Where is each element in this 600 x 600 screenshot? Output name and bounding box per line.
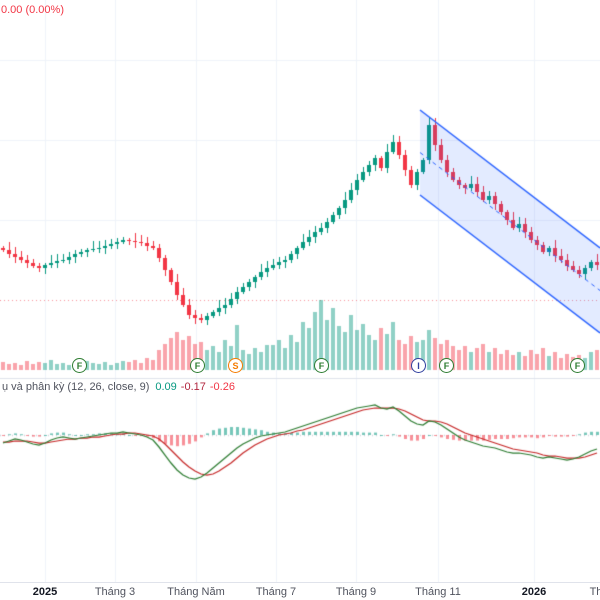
event-marker-f[interactable]: F <box>190 358 205 373</box>
event-marker-f[interactable]: F <box>72 358 87 373</box>
time-axis-label: Tháng 11 <box>415 586 461 598</box>
macd-value: -0.17 <box>180 381 206 393</box>
time-axis-label: Th <box>589 586 600 598</box>
time-axis-label: Tháng 3 <box>94 586 136 598</box>
event-marker-i[interactable]: I <box>411 358 426 373</box>
macd-value: -0.26 <box>209 381 235 393</box>
time-axis-label: Tháng 9 <box>335 586 377 598</box>
macd-indicator-values: 0.09 -0.17 -0.26 <box>155 381 239 394</box>
time-axis-label: 2025 <box>32 586 58 598</box>
macd-indicator-title: ụ và phân kỳ (12, 26, close, 9) <box>2 381 150 393</box>
event-marker-f[interactable]: F <box>570 358 585 373</box>
event-marker-f[interactable]: F <box>314 358 329 373</box>
time-axis[interactable]: 2025 Tháng 3 Tháng Năm Tháng 7 Tháng 9 Tháng … <box>0 582 600 600</box>
macd-indicator-row[interactable]: ụ và phân kỳ (12, 26, close, 9) 0.09 -0.1… <box>2 381 239 394</box>
event-marker-f[interactable]: F <box>439 358 454 373</box>
time-axis-label: Tháng 7 <box>255 586 297 598</box>
macd-value: 0.09 <box>155 381 177 393</box>
ticker-change-label: 0.00 (0.00%) <box>1 4 64 16</box>
time-axis-label: 2026 <box>521 586 547 598</box>
event-marker-s[interactable]: S <box>228 358 243 373</box>
time-axis-label: Tháng Năm <box>167 586 225 598</box>
